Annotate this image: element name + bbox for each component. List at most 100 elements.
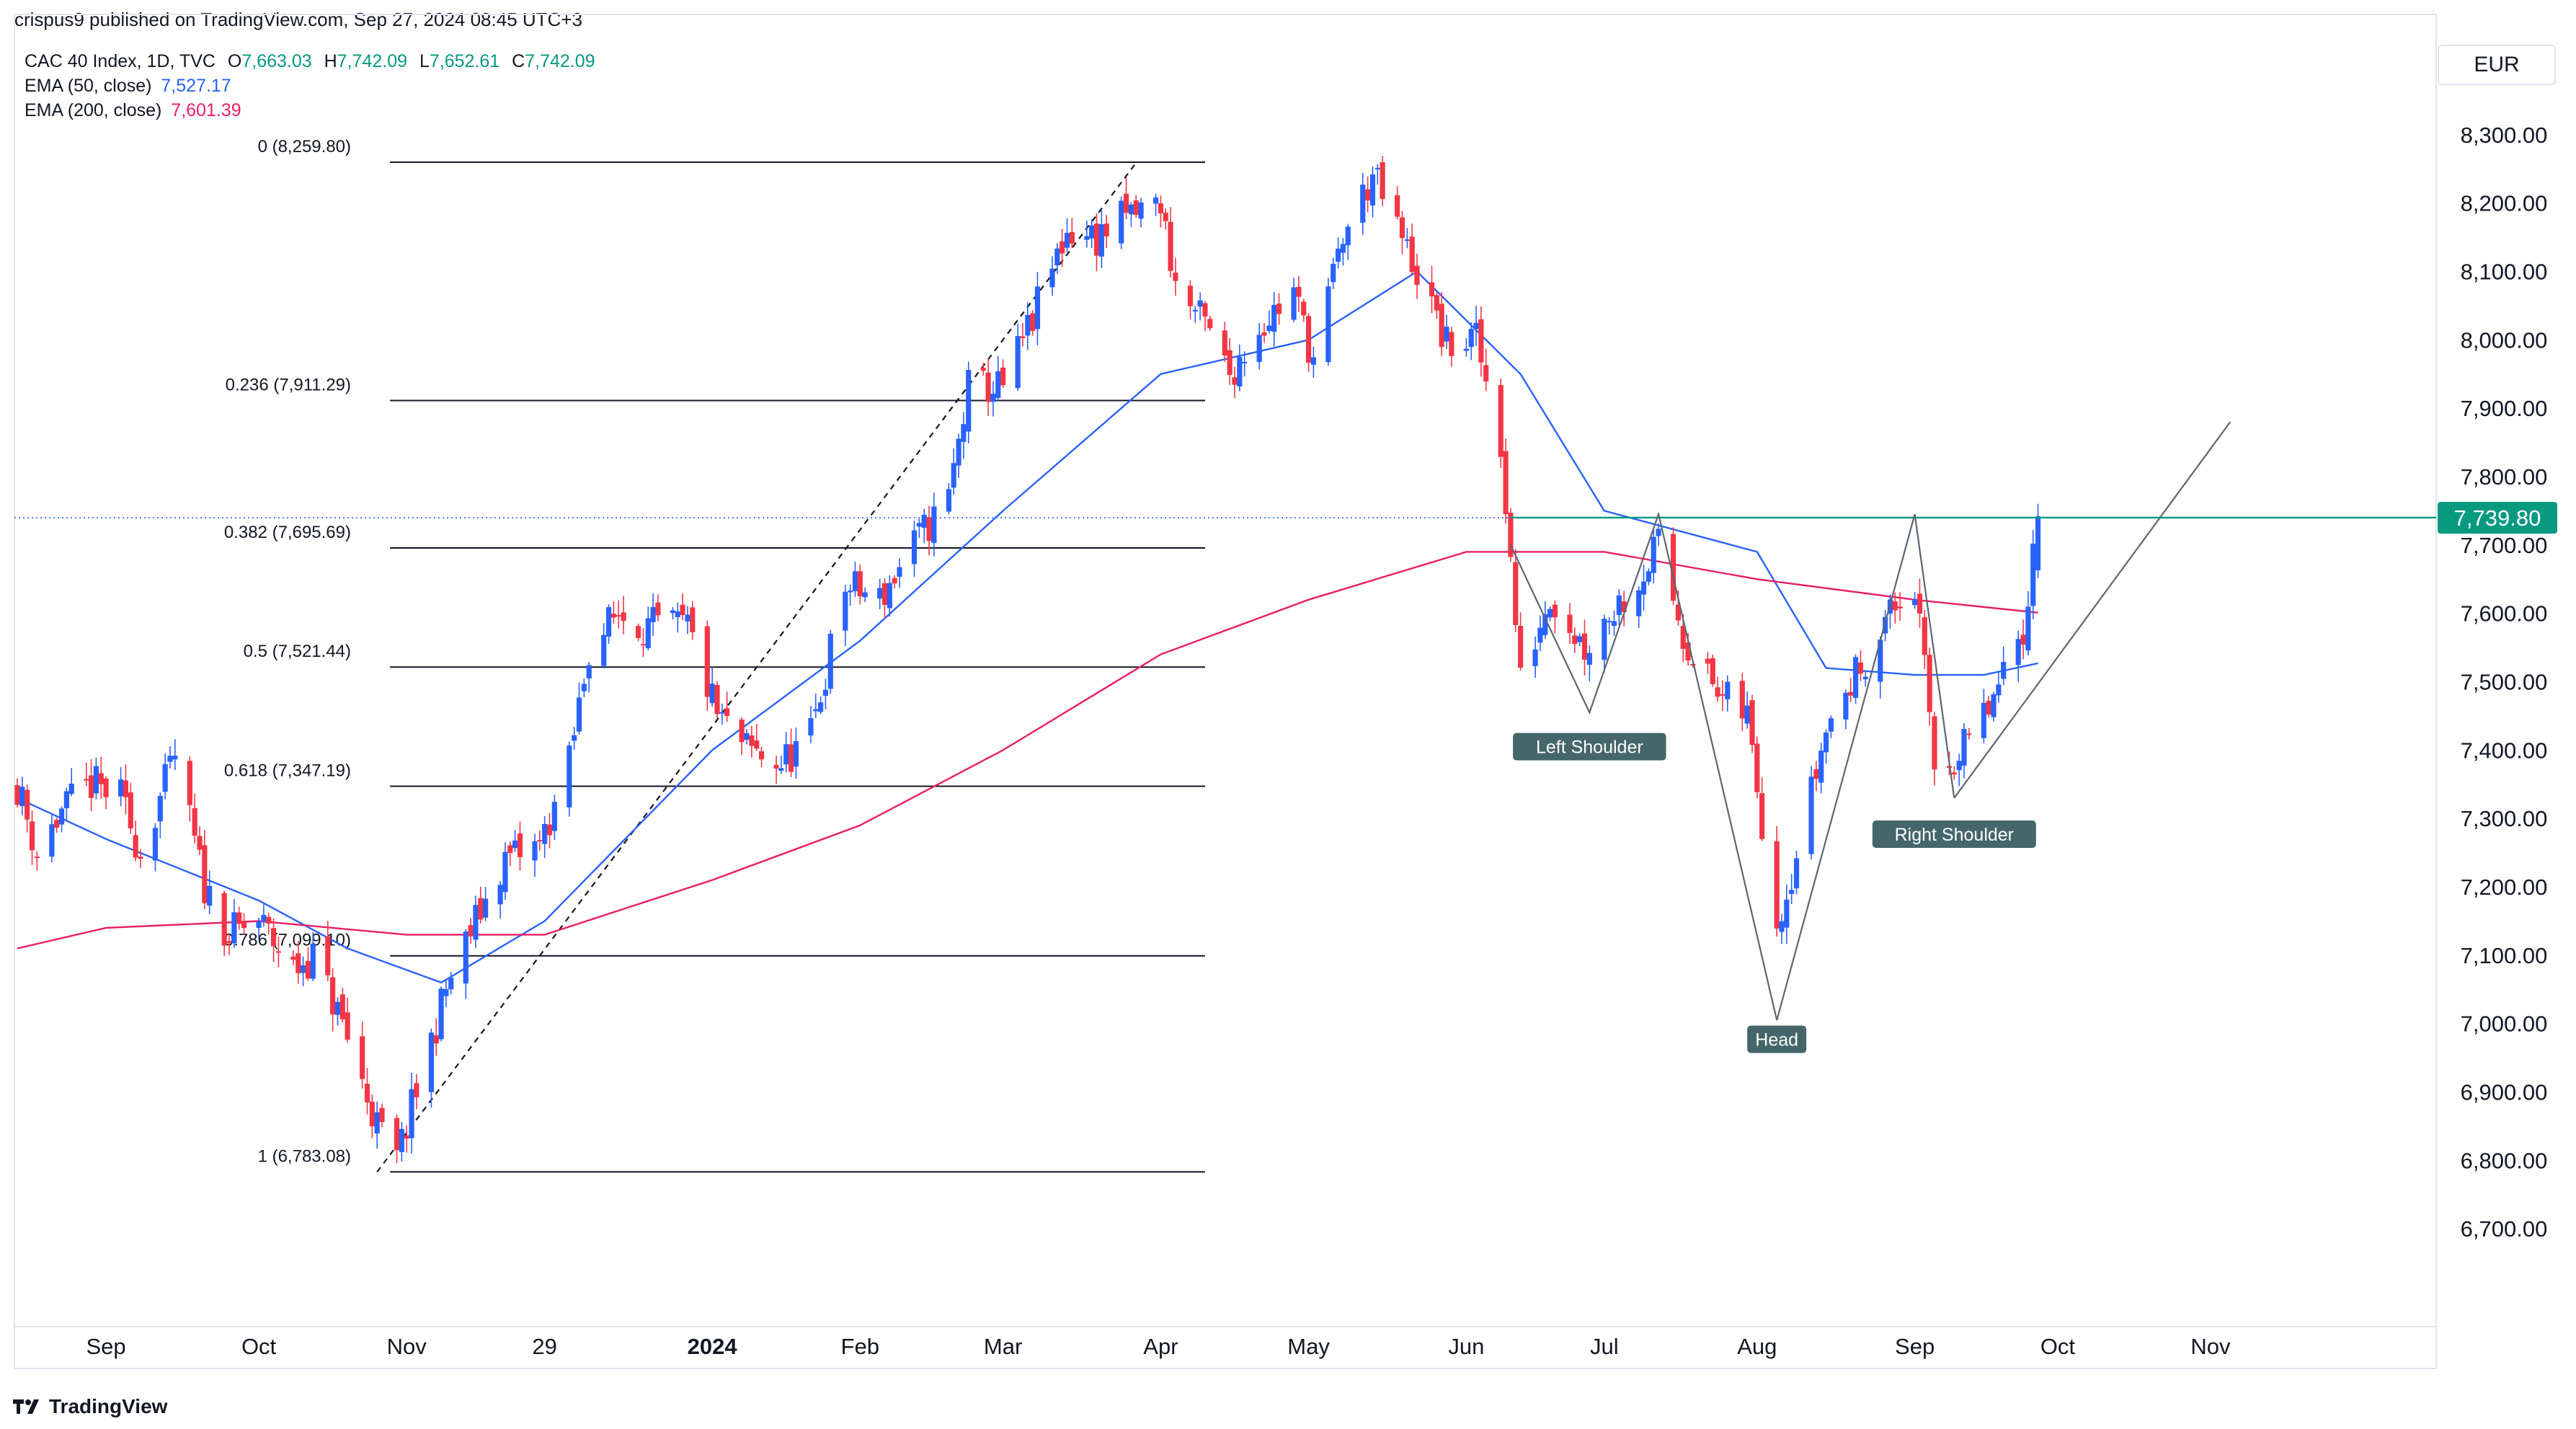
annotation-text: Left Shoulder xyxy=(1536,738,1643,758)
candle xyxy=(123,764,129,815)
candle-body xyxy=(133,835,138,858)
legend-symbol-row: CAC 40 Index, 1D, TVC O7,663.03 H7,742.0… xyxy=(25,49,595,74)
brand-name: TradingView xyxy=(49,1395,168,1417)
candle xyxy=(1404,228,1410,249)
candle-body xyxy=(463,932,468,984)
candle-body xyxy=(951,463,956,488)
candle-body xyxy=(1991,694,1997,717)
close-value: 7,742.09 xyxy=(525,51,595,71)
candle-body xyxy=(1675,604,1682,621)
candle-body xyxy=(714,685,720,714)
candle-body xyxy=(690,607,696,632)
candle-body xyxy=(507,845,513,854)
candle-body xyxy=(892,578,897,584)
candle xyxy=(1645,568,1651,585)
candle-body xyxy=(2001,662,2007,679)
candle-body xyxy=(325,936,331,975)
candle xyxy=(197,826,203,856)
candle-body xyxy=(980,368,986,371)
symbol-label[interactable]: CAC 40 Index, 1D, TVC xyxy=(25,51,216,71)
candle xyxy=(862,587,868,602)
candle-body xyxy=(843,591,848,631)
ema200-label[interactable]: EMA (200, close) xyxy=(25,100,162,120)
candle xyxy=(1227,338,1233,385)
candle-body xyxy=(1532,649,1538,666)
candle xyxy=(399,1121,404,1162)
candle xyxy=(1537,615,1543,652)
candle-body xyxy=(916,523,922,527)
candle-body xyxy=(1374,167,1380,169)
candle-body xyxy=(197,836,203,850)
candle-body xyxy=(1927,655,1932,712)
candle xyxy=(25,784,30,833)
candle-body xyxy=(84,779,89,781)
pattern-annotation: Right Shoulder xyxy=(1872,820,2036,849)
candle-body xyxy=(758,751,765,760)
candle-body xyxy=(1607,621,1612,623)
candle xyxy=(640,628,647,658)
candle-body xyxy=(1399,217,1405,239)
candle-body xyxy=(502,851,508,893)
time-tick-label: Nov xyxy=(2190,1334,2231,1359)
candle-body xyxy=(1932,716,1937,770)
candle-body xyxy=(483,898,489,918)
tradingview-brand[interactable]: TradingView xyxy=(13,1395,167,1418)
candle xyxy=(586,662,592,693)
candle xyxy=(207,870,213,915)
candle xyxy=(1636,585,1642,628)
time-tick-label: Mar xyxy=(984,1334,1022,1359)
candle-body xyxy=(572,735,577,741)
candle xyxy=(103,776,109,810)
candle-body xyxy=(404,1135,409,1139)
candle xyxy=(645,606,651,651)
candle-body xyxy=(1414,265,1420,286)
candle-body xyxy=(1616,595,1622,616)
candle xyxy=(1813,761,1819,792)
candle xyxy=(310,932,316,981)
candle-body xyxy=(897,567,902,577)
candle-body xyxy=(236,912,242,924)
candle-body xyxy=(1237,357,1243,387)
candle-body xyxy=(2020,634,2026,645)
candle xyxy=(369,1094,375,1138)
candle-body xyxy=(1123,193,1129,213)
low-value: 7,652.61 xyxy=(429,51,500,71)
candle xyxy=(670,607,676,620)
ema50-label[interactable]: EMA (50, close) xyxy=(25,76,152,96)
candle-body xyxy=(1232,377,1238,385)
candle xyxy=(409,1072,414,1154)
candle-body xyxy=(1133,200,1139,216)
candle xyxy=(1961,722,1967,779)
candle-body xyxy=(1503,451,1509,515)
candle xyxy=(1759,777,1765,841)
price-tick-label: 6,800.00 xyxy=(2461,1148,2548,1173)
candle xyxy=(1498,378,1504,469)
candle xyxy=(187,756,192,822)
candle-body xyxy=(1025,314,1031,336)
candle xyxy=(1532,636,1538,678)
candle-body xyxy=(98,773,104,784)
candle xyxy=(507,841,513,867)
fib-level-label: 0.236 (7,911.29) xyxy=(226,376,351,395)
pattern-line xyxy=(1509,511,1955,1021)
candle-body xyxy=(360,1036,365,1079)
chart-legend: CAC 40 Index, 1D, TVC O7,663.03 H7,742.0… xyxy=(25,49,595,123)
last-price-badge: 7,739.80 xyxy=(2438,502,2557,534)
candle xyxy=(497,881,503,919)
candle xyxy=(1607,616,1612,635)
candle xyxy=(339,987,345,1023)
candle xyxy=(1380,155,1385,206)
price-tick-label: 8,100.00 xyxy=(2461,260,2548,285)
candle xyxy=(2030,530,2036,619)
candle-body xyxy=(1897,606,1903,609)
candle-body xyxy=(1000,367,1006,386)
candle-body xyxy=(1084,236,1090,240)
candle-body xyxy=(640,644,647,646)
candle xyxy=(1567,603,1573,645)
candle xyxy=(1640,564,1647,611)
candle xyxy=(788,728,794,777)
candle xyxy=(1064,218,1070,252)
currency-button[interactable]: EUR xyxy=(2438,45,2556,85)
